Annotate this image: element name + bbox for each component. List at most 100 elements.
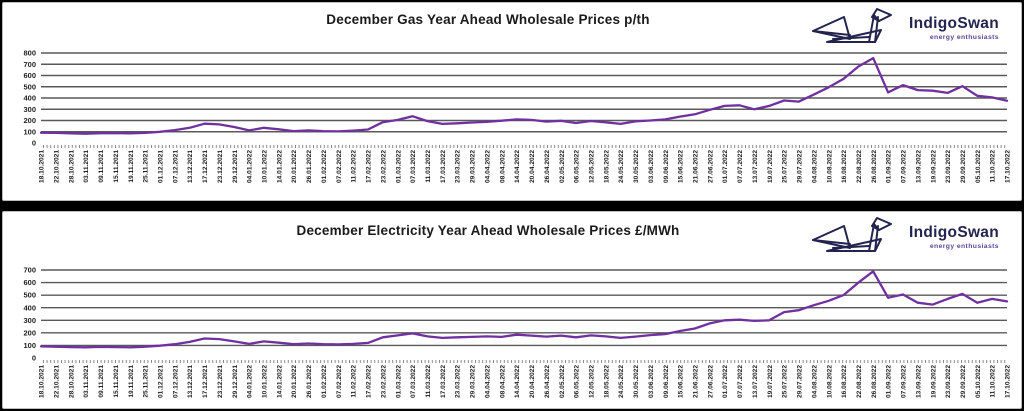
svg-text:18.10.2021: 18.10.2021 bbox=[39, 365, 46, 398]
svg-text:600: 600 bbox=[23, 71, 36, 80]
svg-text:100: 100 bbox=[23, 127, 36, 136]
svg-text:05.10.2022: 05.10.2022 bbox=[975, 150, 982, 183]
svg-text:04.01.2022: 04.01.2022 bbox=[247, 365, 254, 398]
svg-text:29.12.2021: 29.12.2021 bbox=[232, 365, 239, 398]
svg-text:08.04.2022: 08.04.2022 bbox=[499, 150, 506, 183]
svg-text:01.02.2022: 01.02.2022 bbox=[321, 150, 328, 183]
svg-text:27.06.2022: 27.06.2022 bbox=[707, 150, 714, 183]
svg-text:21.06.2022: 21.06.2022 bbox=[693, 150, 700, 183]
svg-text:07.09.2022: 07.09.2022 bbox=[901, 150, 908, 183]
svg-text:19.09.2022: 19.09.2022 bbox=[930, 365, 937, 398]
svg-text:01.09.2022: 01.09.2022 bbox=[886, 150, 893, 183]
svg-text:28.10.2021: 28.10.2021 bbox=[68, 150, 75, 183]
svg-text:25.11.2021: 25.11.2021 bbox=[143, 365, 150, 398]
svg-text:15.11.2021: 15.11.2021 bbox=[113, 150, 120, 183]
svg-text:700: 700 bbox=[23, 60, 36, 69]
svg-text:15.06.2022: 15.06.2022 bbox=[678, 365, 685, 398]
svg-text:18.05.2022: 18.05.2022 bbox=[603, 365, 610, 398]
svg-text:14.01.2022: 14.01.2022 bbox=[276, 150, 283, 183]
svg-text:17.10.2022: 17.10.2022 bbox=[1005, 365, 1012, 398]
svg-text:29.03.2022: 29.03.2022 bbox=[470, 365, 477, 398]
svg-text:17.12.2021: 17.12.2021 bbox=[202, 365, 209, 398]
svg-text:26.08.2022: 26.08.2022 bbox=[871, 150, 878, 183]
svg-text:04.04.2022: 04.04.2022 bbox=[484, 150, 491, 183]
svg-text:08.04.2022: 08.04.2022 bbox=[499, 365, 506, 398]
svg-text:09.11.2021: 09.11.2021 bbox=[98, 365, 105, 398]
svg-text:23.12.2021: 23.12.2021 bbox=[217, 365, 224, 398]
svg-text:01.07.2022: 01.07.2022 bbox=[722, 150, 729, 183]
svg-text:03.11.2021: 03.11.2021 bbox=[83, 150, 90, 183]
svg-text:09.06.2022: 09.06.2022 bbox=[663, 365, 670, 398]
gas-chart-panel: 0 100 200 300 400 500 600 700 800 18.10.2021 22.10… bbox=[2, 2, 1022, 201]
svg-text:29.09.2022: 29.09.2022 bbox=[960, 150, 967, 183]
indigoswan-logo: IndigoSwan energy enthusiasts bbox=[811, 216, 999, 260]
svg-text:23.02.2022: 23.02.2022 bbox=[380, 365, 387, 398]
svg-text:200: 200 bbox=[23, 116, 36, 125]
svg-text:07.03.2022: 07.03.2022 bbox=[410, 365, 417, 398]
svg-text:19.11.2021: 19.11.2021 bbox=[128, 150, 135, 183]
electricity-chart-plot: 0 100 200 300 400 500 600 700 18.10.2021 22.10.20… bbox=[23, 266, 1012, 398]
svg-text:07.07.2022: 07.07.2022 bbox=[737, 365, 744, 398]
svg-text:22.08.2022: 22.08.2022 bbox=[856, 150, 863, 183]
svg-text:14.04.2022: 14.04.2022 bbox=[514, 150, 521, 183]
svg-text:17.12.2021: 17.12.2021 bbox=[202, 150, 209, 183]
svg-text:03.06.2022: 03.06.2022 bbox=[648, 365, 655, 398]
svg-text:25.07.2022: 25.07.2022 bbox=[782, 365, 789, 398]
svg-text:20.01.2022: 20.01.2022 bbox=[291, 150, 298, 183]
svg-text:30.05.2022: 30.05.2022 bbox=[633, 150, 640, 183]
svg-text:16.08.2022: 16.08.2022 bbox=[841, 365, 848, 398]
svg-text:15.06.2022: 15.06.2022 bbox=[678, 150, 685, 183]
svg-text:24.05.2022: 24.05.2022 bbox=[618, 150, 625, 183]
svg-text:01.12.2021: 01.12.2021 bbox=[157, 150, 164, 183]
svg-text:27.06.2022: 27.06.2022 bbox=[707, 365, 714, 398]
svg-text:03.06.2022: 03.06.2022 bbox=[648, 150, 655, 183]
svg-text:700: 700 bbox=[23, 266, 36, 275]
svg-text:23.03.2022: 23.03.2022 bbox=[455, 365, 462, 398]
svg-text:500: 500 bbox=[23, 82, 36, 91]
svg-text:500: 500 bbox=[23, 291, 36, 300]
svg-text:23.09.2022: 23.09.2022 bbox=[945, 150, 952, 183]
svg-text:02.05.2022: 02.05.2022 bbox=[559, 150, 566, 183]
svg-text:22.08.2022: 22.08.2022 bbox=[856, 365, 863, 398]
svg-text:19.11.2021: 19.11.2021 bbox=[128, 365, 135, 398]
svg-text:26.01.2022: 26.01.2022 bbox=[306, 365, 313, 398]
svg-text:19.07.2022: 19.07.2022 bbox=[767, 150, 774, 183]
svg-text:14.04.2022: 14.04.2022 bbox=[514, 365, 521, 398]
svg-text:200: 200 bbox=[23, 328, 36, 337]
svg-text:26.01.2022: 26.01.2022 bbox=[306, 150, 313, 183]
svg-text:13.12.2021: 13.12.2021 bbox=[187, 150, 194, 183]
svg-text:29.07.2022: 29.07.2022 bbox=[797, 150, 804, 183]
svg-text:04.08.2022: 04.08.2022 bbox=[811, 150, 818, 183]
svg-text:19.07.2022: 19.07.2022 bbox=[767, 365, 774, 398]
logo-tagline-text: energy enthusiasts bbox=[929, 34, 999, 41]
svg-text:100: 100 bbox=[23, 341, 36, 350]
svg-text:01.09.2022: 01.09.2022 bbox=[886, 365, 893, 398]
svg-text:07.03.2022: 07.03.2022 bbox=[410, 150, 417, 183]
svg-text:07.02.2022: 07.02.2022 bbox=[336, 150, 343, 183]
origami-swan-icon bbox=[812, 217, 893, 252]
svg-text:07.12.2021: 07.12.2021 bbox=[172, 365, 179, 398]
svg-text:18.10.2021: 18.10.2021 bbox=[39, 150, 46, 183]
svg-text:800: 800 bbox=[23, 49, 36, 58]
svg-text:04.04.2022: 04.04.2022 bbox=[484, 365, 491, 398]
svg-text:06.05.2022: 06.05.2022 bbox=[574, 150, 581, 183]
svg-text:04.01.2022: 04.01.2022 bbox=[247, 150, 254, 183]
svg-text:11.10.2022: 11.10.2022 bbox=[990, 365, 997, 398]
svg-text:300: 300 bbox=[23, 316, 36, 325]
svg-text:13.09.2022: 13.09.2022 bbox=[915, 365, 922, 398]
svg-text:23.12.2021: 23.12.2021 bbox=[217, 150, 224, 183]
svg-text:29.09.2022: 29.09.2022 bbox=[960, 365, 967, 398]
svg-text:07.07.2022: 07.07.2022 bbox=[737, 150, 744, 183]
svg-text:13.07.2022: 13.07.2022 bbox=[752, 365, 759, 398]
svg-text:11.03.2022: 11.03.2022 bbox=[425, 150, 432, 183]
svg-text:04.08.2022: 04.08.2022 bbox=[811, 365, 818, 398]
svg-text:17.03.2022: 17.03.2022 bbox=[440, 365, 447, 398]
svg-text:30.05.2022: 30.05.2022 bbox=[633, 365, 640, 398]
svg-text:20.04.2022: 20.04.2022 bbox=[529, 150, 536, 183]
svg-text:26.04.2022: 26.04.2022 bbox=[544, 365, 551, 398]
origami-swan-icon bbox=[812, 8, 893, 43]
svg-text:03.11.2021: 03.11.2021 bbox=[83, 365, 90, 398]
svg-text:16.08.2022: 16.08.2022 bbox=[841, 150, 848, 183]
svg-text:10.08.2022: 10.08.2022 bbox=[826, 365, 833, 398]
svg-text:11.03.2022: 11.03.2022 bbox=[425, 365, 432, 398]
